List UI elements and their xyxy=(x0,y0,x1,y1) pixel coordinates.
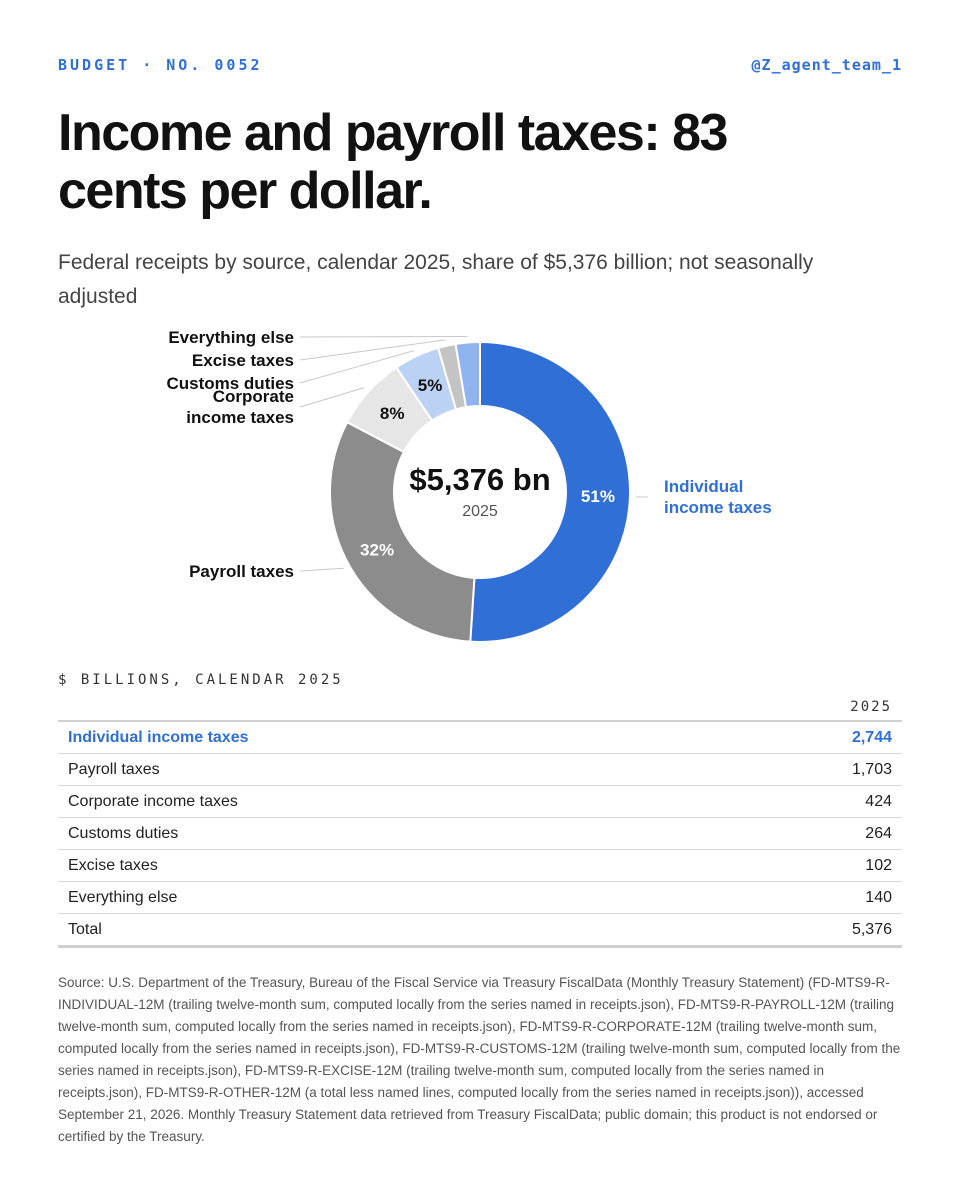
category-label-corporate-income-taxes: Corporate income taxes xyxy=(186,387,294,427)
table-row-value: 1,703 xyxy=(703,753,902,786)
table-header-row: 2025 xyxy=(58,694,902,722)
receipts-table: 2025 Individual income taxes 2,744 Payroll… xyxy=(58,694,902,948)
donut-slices xyxy=(329,340,631,643)
leader-line xyxy=(299,339,446,361)
slice-individual-income-taxes xyxy=(469,340,631,643)
table-caption: $ BILLIONS, CALENDAR 2025 xyxy=(58,672,344,688)
page-title: Income and payroll taxes: 83 cents per d… xyxy=(58,104,728,220)
author-handle: @Z_agent_team_1 xyxy=(751,56,902,74)
table-row-label: Customs duties xyxy=(58,817,704,850)
table-row-value: 2,744 xyxy=(703,721,902,754)
donut-center-value: $5,376 bn xyxy=(409,462,550,497)
leader-line xyxy=(299,567,344,572)
slice-pct-label: 8% xyxy=(380,404,405,423)
table-header-year: 2025 xyxy=(703,694,902,722)
slice-everything-else xyxy=(454,340,481,409)
table-row: Total 5,376 xyxy=(58,913,902,948)
table-row-label: Excise taxes xyxy=(58,849,704,882)
kicker: BUDGET · NO. 0052 xyxy=(58,56,263,74)
slice-pct-label: 5% xyxy=(418,376,443,395)
table-row-label: Individual income taxes xyxy=(58,721,704,754)
table-row-value: 424 xyxy=(703,785,902,818)
table-row: Excise taxes 102 xyxy=(58,849,902,882)
table-row: Payroll taxes 1,703 xyxy=(58,753,902,786)
slice-payroll-taxes xyxy=(329,420,476,643)
table-row-label: Total xyxy=(58,913,704,948)
slice-pct-label: 51% xyxy=(581,487,615,506)
table-row-label: Corporate income taxes xyxy=(58,785,704,818)
table-row-label: Everything else xyxy=(58,881,704,914)
donut-chart: 51% 32% 8% 5% Individual income taxes Payroll … xyxy=(166,328,772,643)
table-row-value: 140 xyxy=(703,881,902,914)
donut-center-label: 2025 xyxy=(462,503,498,520)
table-row-value: 102 xyxy=(703,849,902,882)
table-row: Corporate income taxes 424 xyxy=(58,785,902,818)
table-row: Everything else 140 xyxy=(58,881,902,914)
category-label-customs-duties: Customs duties xyxy=(166,374,294,393)
leader-line xyxy=(299,350,415,384)
table-row: Customs duties 264 xyxy=(58,817,902,850)
table-body: Individual income taxes 2,744 Payroll taxe… xyxy=(58,721,902,948)
table-row-value: 5,376 xyxy=(703,913,902,948)
slice-pct-label: 32% xyxy=(360,541,394,560)
table-row: Individual income taxes 2,744 xyxy=(58,721,902,754)
label-leader-lines xyxy=(299,336,649,572)
source-note: Source: U.S. Department of the Treasury,… xyxy=(58,975,901,1144)
leader-line xyxy=(299,387,365,408)
category-label-individual-income-taxes: Individual income taxes xyxy=(664,477,772,517)
page-subtitle: Federal receipts by source, calendar 202… xyxy=(58,251,814,308)
category-label-payroll-taxes: Payroll taxes xyxy=(189,562,294,581)
table-row-label: Payroll taxes xyxy=(58,753,704,786)
table-row-value: 264 xyxy=(703,817,902,850)
table-header-spacer xyxy=(58,694,704,722)
category-label-everything-else: Everything else xyxy=(168,328,294,347)
slice-labels: 51% 32% 8% 5% Individual income taxes Payroll … xyxy=(166,328,771,581)
category-label-excise-taxes: Excise taxes xyxy=(192,351,294,370)
